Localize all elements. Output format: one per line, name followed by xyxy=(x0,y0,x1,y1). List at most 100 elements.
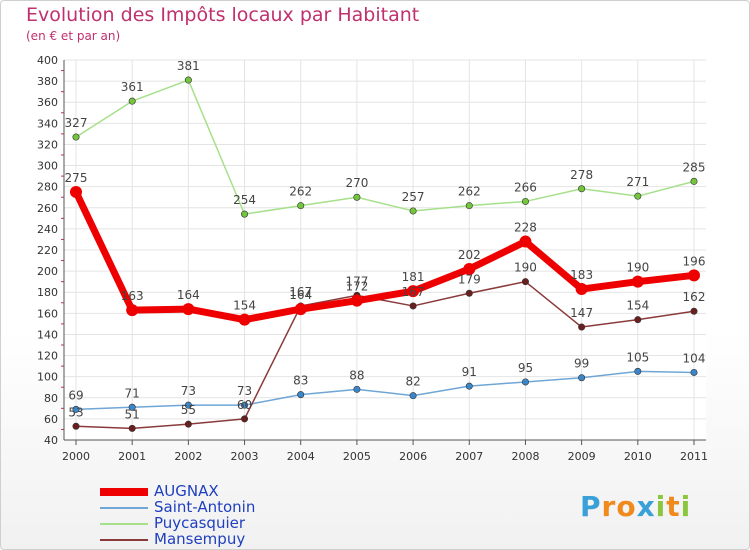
data-point xyxy=(241,210,249,218)
data-point xyxy=(465,382,473,390)
y-tick-label: 220 xyxy=(37,244,58,257)
data-label: 69 xyxy=(68,388,83,402)
data-label: 162 xyxy=(683,290,706,304)
data-point xyxy=(409,392,417,400)
data-point xyxy=(578,323,586,331)
logo-letter: x xyxy=(636,490,656,523)
x-tick-label: 2002 xyxy=(174,450,202,463)
data-label: 190 xyxy=(514,261,537,275)
data-point xyxy=(126,304,139,317)
logo-letter: i xyxy=(680,490,692,523)
data-point xyxy=(128,403,136,411)
y-tick-label: 400 xyxy=(37,54,58,67)
y-tick-label: 380 xyxy=(37,75,58,88)
y-tick-label: 200 xyxy=(37,265,58,278)
data-point xyxy=(519,235,532,248)
data-label: 257 xyxy=(402,190,425,204)
data-label: 285 xyxy=(683,160,706,174)
data-point xyxy=(72,405,80,413)
data-point xyxy=(634,367,642,375)
data-label: 270 xyxy=(345,176,368,190)
series-line-puycasquier xyxy=(75,79,695,215)
data-label: 361 xyxy=(121,80,144,94)
data-point xyxy=(350,294,363,307)
data-point xyxy=(297,202,305,210)
logo-letter: r xyxy=(601,490,617,523)
y-tick-label: 360 xyxy=(37,96,58,109)
logo-letter: o xyxy=(616,490,637,523)
data-label: 71 xyxy=(125,386,140,400)
x-tick-label: 2008 xyxy=(511,450,539,463)
data-label: 254 xyxy=(233,193,256,207)
legend-swatch xyxy=(100,539,148,541)
data-point xyxy=(690,368,698,376)
x-tick-label: 2004 xyxy=(287,450,315,463)
data-point xyxy=(297,391,305,399)
x-tick-label: 2003 xyxy=(231,450,259,463)
data-label: 82 xyxy=(405,375,420,389)
y-tick-label: 160 xyxy=(37,307,58,320)
chart-title: Evolution des Impôts locaux par Habitant xyxy=(26,4,420,26)
data-point xyxy=(182,303,195,316)
data-point xyxy=(578,374,586,382)
data-point xyxy=(578,185,586,193)
legend-label: Saint-Antonin xyxy=(154,498,256,516)
data-label: 381 xyxy=(177,59,200,73)
series-line-augnax xyxy=(72,188,698,324)
y-tick-label: 260 xyxy=(37,202,58,215)
data-point xyxy=(690,177,698,185)
legend-label: AUGNAX xyxy=(154,482,219,500)
data-label: 167 xyxy=(402,285,425,299)
data-point xyxy=(70,185,82,198)
data-point xyxy=(465,289,473,297)
data-label: 154 xyxy=(233,299,256,313)
y-tick-label: 240 xyxy=(37,223,58,236)
data-point xyxy=(72,422,80,430)
data-point xyxy=(465,202,473,210)
data-point xyxy=(409,207,417,215)
y-tick-label: 60 xyxy=(44,413,58,426)
x-tick-label: 2009 xyxy=(568,450,596,463)
data-point xyxy=(409,302,417,310)
data-label: 275 xyxy=(65,171,88,185)
data-point xyxy=(463,263,476,275)
data-point xyxy=(184,420,192,428)
data-point xyxy=(294,303,307,316)
data-point xyxy=(631,275,644,288)
legend-swatch xyxy=(100,488,148,496)
legend-item: AUGNAX xyxy=(100,482,320,500)
logo-letter: i xyxy=(655,490,667,523)
x-tick-label: 2001 xyxy=(118,450,146,463)
data-label: 262 xyxy=(289,185,312,199)
x-tick-label: 2005 xyxy=(343,450,371,463)
legend-item: Mansempuy xyxy=(100,530,320,548)
data-point xyxy=(521,378,529,386)
data-label: 104 xyxy=(683,351,706,365)
data-label: 177 xyxy=(345,274,368,288)
data-point xyxy=(575,283,588,296)
y-tick-label: 320 xyxy=(37,138,58,151)
data-label: 99 xyxy=(574,357,589,371)
data-label: 190 xyxy=(626,261,649,275)
data-label: 167 xyxy=(289,285,312,299)
data-label: 147 xyxy=(570,306,593,320)
data-point xyxy=(238,313,251,326)
x-tick-label: 2006 xyxy=(399,450,427,463)
data-point xyxy=(184,401,192,409)
data-label: 105 xyxy=(626,350,649,364)
data-label: 60 xyxy=(237,398,252,412)
y-tick-label: 280 xyxy=(37,181,58,194)
y-tick-label: 340 xyxy=(37,117,58,130)
data-point xyxy=(521,197,529,205)
data-point xyxy=(184,76,192,84)
data-point xyxy=(407,285,420,298)
legend-label: Puycasquier xyxy=(154,514,246,532)
logo-letter: P xyxy=(580,490,602,523)
y-tick-label: 300 xyxy=(37,160,58,173)
data-label: 228 xyxy=(514,221,537,235)
data-label: 55 xyxy=(181,403,196,417)
legend-item: Puycasquier xyxy=(100,514,320,532)
proxiti-logo: Proxiti xyxy=(580,490,691,523)
data-point xyxy=(688,269,700,282)
